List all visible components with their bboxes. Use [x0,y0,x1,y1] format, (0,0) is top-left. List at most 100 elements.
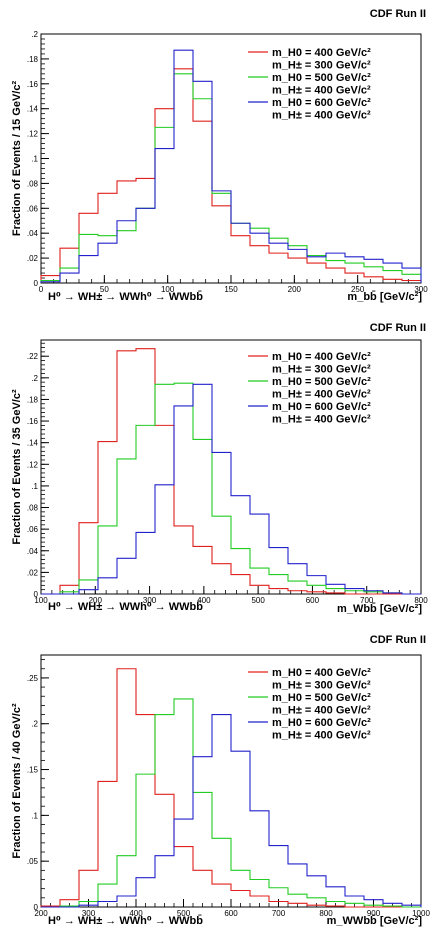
y-tick-label: .18 [27,55,39,64]
legend-entry-text: m_H± = 400 GeV/c² [272,389,371,401]
histogram-bin [60,273,79,283]
legend-entry-text: m_H± = 300 GeV/c² [272,364,371,376]
y-axis-title: Fraction of Events / 15 GeV/c² [11,81,23,237]
histogram-bin [269,846,288,907]
legend-entry-text: m_H± = 400 GeV/c² [272,705,371,717]
x-tick-label: 1000 [412,909,430,918]
x-axis-title: m_WWbb̄ [GeV/c²] [327,915,423,927]
process-label: H⁰ → WH± → WWh⁰ → WWbb̄ [48,915,203,927]
y-tick-label: .22 [27,352,39,361]
y-tick-label: .04 [27,229,39,238]
x-tick-label: 600 [306,596,320,605]
histogram-bin [193,81,212,283]
y-tick-label: .14 [27,105,39,114]
legend-entry-text: m_H0 = 400 GeV/c² [272,47,371,59]
y-tick-label: .1 [31,482,38,491]
histogram-bin [345,257,364,283]
series-1 [41,382,421,595]
y-axis-title: Fraction of Events / 35 GeV/c² [11,389,23,545]
y-tick-label: .14 [27,439,39,448]
y-tick-label: .2 [31,720,38,729]
histogram-bin [79,256,98,283]
histogram-bin [117,221,136,283]
y-tick-label: .02 [27,254,39,263]
histogram-bin [231,223,250,283]
legend-entry-text: m_H± = 400 GeV/c² [272,85,371,97]
process-label: H⁰ → WH± → WWh⁰ → WWbb̄ [48,601,203,613]
histogram-line [40,49,422,283]
histogram-line [41,382,421,595]
legend-entry-text: m_H0 = 500 GeV/c² [272,376,371,388]
histogram-bin [155,149,174,283]
series-0 [41,348,421,595]
y-tick-label: 0 [34,903,39,912]
histogram-line [41,348,421,595]
histogram-bin [212,452,231,594]
y-tick-label: 0 [34,279,39,288]
x-tick-label: 700 [360,596,374,605]
x-tick-label: 150 [224,285,238,294]
x-axis-title: m_bb̄ [GeV/c²] [347,291,422,303]
y-tick-label: .1 [31,811,38,820]
x-tick-label: 300 [414,285,428,294]
x-axis-title: m_Wbb̄ [GeV/c²] [337,603,422,615]
histogram-bin [212,715,231,907]
histogram-bin [231,751,250,907]
legend-entry-text: m_H± = 400 GeV/c² [272,730,371,742]
y-tick-label: .08 [27,179,39,188]
histogram-bin [136,208,155,283]
histogram-bin [402,268,421,283]
legend-entry-text: m_H0 = 600 GeV/c² [272,97,371,109]
x-tick-label: 800 [414,596,428,605]
x-tick-label: 0 [39,285,44,294]
x-tick-label: 700 [272,909,286,918]
y-tick-label: .16 [27,80,39,89]
x-tick-label: 500 [177,909,191,918]
histogram-bin [288,249,307,283]
histogram-bin [364,259,383,283]
x-tick-label: 200 [34,909,48,918]
x-tick-label: 400 [197,596,211,605]
histogram-bin [345,589,364,594]
histogram-bin [117,896,136,907]
legend-entry-text: m_H0 = 400 GeV/c² [272,667,371,679]
histogram-bin [98,578,117,594]
y-tick-label: 0 [34,590,39,599]
legend-entry-text: m_H0 = 500 GeV/c² [272,72,371,84]
histogram-bin [193,384,212,594]
x-tick-label: 500 [251,596,265,605]
histogram-bin [155,856,174,907]
x-tick-label: 900 [367,909,381,918]
series-0 [40,668,421,908]
x-tick-label: 600 [224,909,238,918]
histogram-bin [364,591,383,594]
y-tick-label: .04 [27,547,39,556]
panel-mwwbb: 0 .05 .1 .15 .2 .25 200 300 400 500 600 700 800 900 10… [11,634,430,927]
x-tick-label: 800 [319,909,333,918]
histogram-line [40,668,421,908]
histogram-bin [79,905,98,907]
x-tick-label: 300 [82,909,96,918]
legend-entry-text: m_H± = 400 GeV/c² [272,110,371,122]
histogram-bin [231,496,250,594]
series-2 [41,383,421,595]
x-tick-label: 100 [161,285,175,294]
legend-entry-text: m_H0 = 600 GeV/c² [272,717,371,729]
histogram-bin [288,564,307,594]
legend-entry-text: m_H± = 300 GeV/c² [272,60,371,72]
histogram-bin [98,902,117,907]
histogram-bin [326,887,345,907]
legend-entry-text: m_H± = 400 GeV/c² [272,414,371,426]
experiment-label: CDF Run II [370,8,426,20]
histogram-bin [174,819,193,907]
histogram-line [41,714,422,908]
histogram-bin [383,263,402,283]
histogram-bin [174,50,193,283]
histogram-bin [307,257,326,283]
y-tick-label: .12 [27,460,39,469]
panel-mbb: 0 .02 .04 .06 .08 .1 .12 .14 .16 .18 .2 0 50 100 150 20… [11,8,428,303]
histogram-bin [288,864,307,907]
histogram-bin [326,584,345,594]
histogram-bin [269,548,288,594]
